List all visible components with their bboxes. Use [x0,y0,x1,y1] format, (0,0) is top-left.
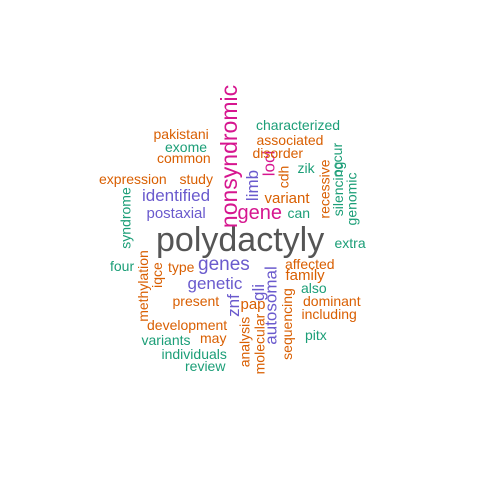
word-present: present [172,293,220,309]
word-expression: expression [99,171,167,187]
word-gene: gene [237,202,283,224]
word-iqce: iqce [148,262,165,288]
word-common: common [157,150,211,166]
word-zik: zik [297,160,315,176]
word-associated: associated [256,132,324,148]
word-characterized: characterized [256,117,341,133]
word-molecular: molecular [250,313,267,375]
word-identified: identified [142,185,211,205]
word-can: can [287,205,311,221]
word-polydactyly: polydactyly [156,221,325,259]
word-affected: affected [285,256,335,272]
word-postaxial: postaxial [146,204,206,222]
word-development: development [147,317,228,333]
word-cdh: cdh [274,165,291,189]
word-family: family [285,266,325,284]
word-may: may [200,330,227,346]
word-pap: pap [240,295,266,313]
word-pitx: pitx [305,327,327,343]
word-variants: variants [141,332,191,348]
word-disorder: disorder [252,145,304,161]
word-review: review [185,358,226,374]
word-type: type [168,259,195,275]
word-znf: znf [223,293,243,317]
word-syndrome: syndrome [117,187,134,249]
word-study: study [179,171,213,187]
word-methylation: methylation [134,250,151,322]
word-pakistani: pakistani [153,126,209,142]
word-extra: extra [334,235,366,251]
word-also: also [301,280,327,296]
word-exome: exome [165,139,208,155]
word-genomic: genomic [342,172,359,226]
word-four: four [110,258,135,274]
word-variant: variant [264,189,310,207]
word-individuals: individuals [161,346,227,362]
word-dominant: dominant [303,293,361,309]
word-including: including [301,306,357,322]
word-genetic: genetic [187,273,243,293]
word-genes: genes [198,253,250,275]
word-sequencing: sequencing [278,288,295,360]
word-limb: limb [242,169,262,201]
word-analysis: analysis [235,316,252,368]
